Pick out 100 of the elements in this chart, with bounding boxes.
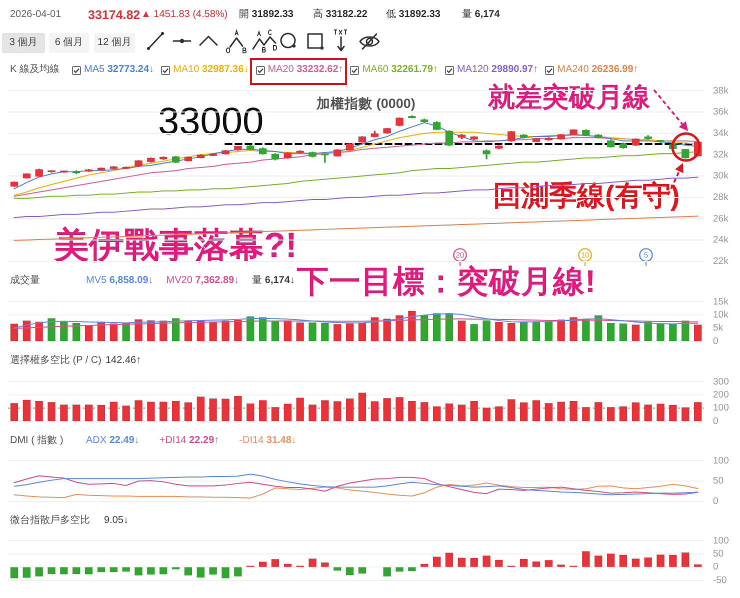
bar: [606, 554, 615, 567]
y-tick-label: 300: [713, 376, 729, 388]
bar: [644, 404, 652, 422]
y-tick-label: 0: [713, 336, 718, 347]
bar: [346, 324, 354, 342]
y-tick-label: 36k: [713, 106, 729, 118]
bar: [408, 401, 416, 422]
bar: [370, 317, 378, 342]
bar: [669, 404, 677, 422]
text: 12 個月: [94, 33, 135, 53]
y-tick-label: 32k: [713, 149, 729, 160]
chart-title: DMI ( 指數 ): [10, 435, 64, 446]
bar: [508, 323, 516, 342]
bar: [184, 402, 192, 422]
bar: [619, 406, 628, 422]
bar: [632, 558, 640, 567]
bar: [72, 567, 80, 574]
bar: [482, 556, 490, 567]
bar: [258, 562, 267, 567]
bar: [147, 567, 155, 575]
bar: [544, 403, 552, 422]
bar: [284, 404, 292, 422]
y-tick-label: 30k: [713, 170, 729, 182]
y-tick-label: 10k: [713, 310, 729, 321]
bar: [346, 567, 354, 576]
bar: [22, 400, 30, 422]
text: MV5 6,858.09↓: [86, 275, 154, 286]
bar: [308, 404, 316, 422]
bar: [35, 401, 43, 422]
bar: [48, 318, 56, 342]
bar: [520, 402, 528, 422]
text: 33174.82: [88, 8, 140, 22]
bar: [172, 401, 180, 422]
candlestick: [321, 153, 329, 163]
bar: [520, 558, 528, 567]
bar: [495, 406, 503, 422]
bar: [445, 552, 454, 567]
bar: [619, 554, 628, 567]
bar: [308, 322, 316, 342]
bar: [383, 567, 391, 576]
bar: [532, 400, 540, 422]
bar: [122, 323, 130, 342]
bar: [370, 401, 378, 422]
bar: [209, 398, 217, 422]
bar: [321, 562, 329, 567]
bar: [482, 320, 490, 342]
text: +DI14 22.29↑: [159, 435, 220, 446]
bar: [482, 408, 490, 422]
bar: [271, 407, 280, 422]
bar: [582, 551, 590, 567]
bar: [147, 402, 155, 422]
bar: [495, 322, 503, 342]
bar: [544, 560, 552, 567]
y-tick-label: 0: [713, 416, 718, 427]
bar: [110, 402, 118, 422]
text: 3 個月: [2, 33, 45, 53]
bar: [432, 406, 441, 422]
y-tick-label: 28k: [713, 192, 729, 203]
text: MA5 32773.24↓: [84, 64, 154, 75]
annotation: 就差突破月線: [488, 82, 650, 112]
bar: [196, 567, 204, 578]
text: 開 31892.33: [239, 9, 294, 20]
bar: [632, 324, 640, 342]
bar: [408, 310, 416, 342]
bar: [458, 404, 466, 422]
bar: [656, 324, 664, 342]
chart-subtitle: 9.05↓: [104, 515, 128, 526]
bar: [606, 323, 615, 342]
text: 下一目標：突破月線!: [297, 263, 596, 299]
bar: [470, 401, 478, 422]
text: MA240 26236.99↑: [557, 64, 638, 75]
bar: [321, 400, 329, 422]
bar: [48, 402, 56, 422]
bar: [396, 397, 404, 422]
bar: [470, 558, 478, 567]
bar: [470, 324, 478, 342]
bar: [682, 407, 690, 422]
bar: [644, 558, 652, 567]
bar: [632, 402, 640, 422]
chart-title: 選擇權多空比 (P / C): [10, 355, 102, 366]
bar: [669, 324, 677, 342]
bar: [570, 401, 578, 422]
bar: [209, 322, 217, 342]
chart-subtitle: 量 6,174↓: [252, 275, 295, 286]
bar: [84, 567, 93, 574]
bar: [160, 402, 168, 422]
y-tick-label: 50: [713, 476, 724, 487]
bar: [396, 567, 404, 572]
bar: [532, 561, 540, 567]
y-tick-label: 38k: [713, 85, 729, 96]
bar: [334, 324, 342, 342]
text: ▲ 1451.83 (4.58%): [141, 9, 228, 20]
y-tick-label: 200: [713, 390, 729, 401]
y-tick-label: 34k: [713, 128, 729, 139]
bar: [656, 404, 664, 422]
bar: [84, 325, 93, 342]
bar: [557, 320, 565, 342]
bar: [258, 317, 267, 342]
text: MV20 7,362.89↓: [166, 275, 240, 286]
bar: [532, 321, 540, 342]
